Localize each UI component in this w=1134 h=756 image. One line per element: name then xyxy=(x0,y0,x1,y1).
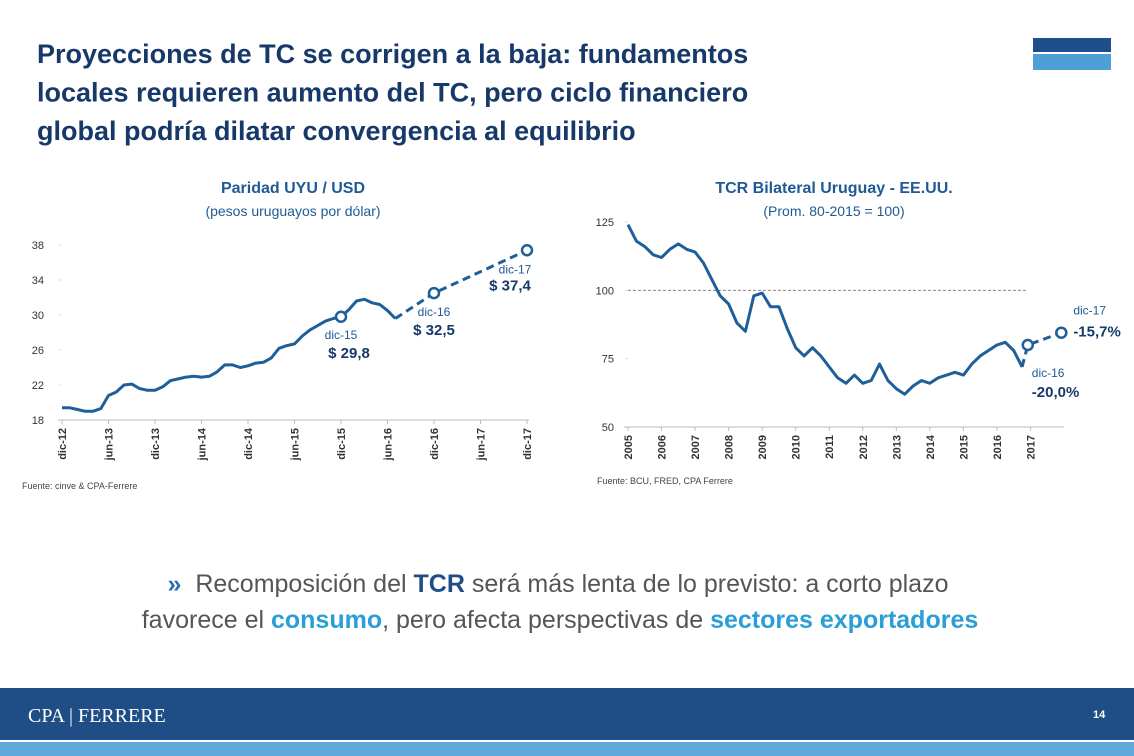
marker xyxy=(427,286,441,300)
x-tick-label: 2012 xyxy=(858,435,870,459)
source: Fuente: BCU, FRED, CPA Ferrere xyxy=(597,476,733,486)
marker xyxy=(334,310,348,323)
x-tick-label: 2008 xyxy=(724,435,736,459)
y-tick-label: 125 xyxy=(596,217,614,229)
x-tick-label: 2016 xyxy=(992,435,1004,459)
chart-title: Paridad UYU / USD xyxy=(221,180,365,197)
y-tick-label: 18 xyxy=(32,415,44,427)
x-tick-label: 2009 xyxy=(757,435,769,459)
y-tick-label: 34 xyxy=(32,275,44,287)
slide-title: locales requieren aumento del TC, pero c… xyxy=(37,78,748,108)
marker-label: dic-16 xyxy=(418,305,451,319)
x-tick-label: dic-15 xyxy=(336,428,348,460)
x-tick-label: jun-16 xyxy=(383,428,395,461)
x-tick-label: dic-16 xyxy=(429,428,441,460)
bullet-segment: Recomposición del xyxy=(195,570,413,598)
x-tick-label: jun-13 xyxy=(104,428,116,461)
x-tick-label: jun-15 xyxy=(290,428,302,461)
flag-top xyxy=(1033,38,1111,52)
footer-bar xyxy=(0,688,1134,740)
source: Fuente: cinve & CPA-Ferrere xyxy=(22,481,137,491)
bullet-gap xyxy=(181,570,195,598)
marker-label: dic-17 xyxy=(1073,304,1106,318)
bullet-line: » Recomposición del TCR será más lenta d… xyxy=(168,570,949,598)
footer-strip xyxy=(0,742,1134,756)
marker-value: -15,7% xyxy=(1073,324,1121,341)
x-tick-label: 2005 xyxy=(623,435,635,459)
x-tick-label: 2015 xyxy=(958,435,970,459)
bullet-segment: sectores exportadores xyxy=(710,606,978,634)
page-number: 14 xyxy=(1093,709,1106,721)
data-line xyxy=(626,224,1024,396)
marker-value: $ 32,5 xyxy=(413,322,455,339)
chart-subtitle: (pesos uruguayos por dólar) xyxy=(205,203,380,219)
x-tick-label: 2006 xyxy=(657,435,669,459)
marker-value: $ 29,8 xyxy=(328,345,370,362)
y-tick-label: 22 xyxy=(32,380,44,392)
marker-value: $ 37,4 xyxy=(489,277,531,294)
x-tick-label: 2017 xyxy=(1025,435,1037,459)
x-tick-label: jun-17 xyxy=(476,428,488,461)
x-tick-label: 2011 xyxy=(824,435,836,459)
marker xyxy=(1021,338,1035,352)
slide-title: Proyecciones de TC se corrigen a la baja… xyxy=(37,39,748,69)
y-tick-label: 26 xyxy=(32,345,44,357)
bullet-segment: favorece el xyxy=(142,606,271,634)
x-tick-label: dic-13 xyxy=(150,428,162,460)
projection-line xyxy=(1020,331,1062,368)
footer-brand: CPA | FERRERE xyxy=(28,705,166,727)
marker-value: -20,0% xyxy=(1032,384,1080,401)
x-tick-label: dic-12 xyxy=(57,428,69,460)
slide-title: global podría dilatar convergencia al eq… xyxy=(37,116,636,146)
x-tick-label: jun-14 xyxy=(197,427,209,461)
bullet-segment: será más lenta de lo previsto: a corto p… xyxy=(465,570,949,598)
chart-title: TCR Bilateral Uruguay - EE.UU. xyxy=(715,180,952,197)
marker-label: dic-15 xyxy=(325,328,358,342)
flag-bottom xyxy=(1033,54,1111,70)
y-tick-label: 50 xyxy=(602,422,614,434)
bullet-segment: consumo xyxy=(271,606,382,634)
x-tick-label: 2010 xyxy=(791,435,803,459)
marker-label: dic-16 xyxy=(1032,366,1065,380)
marker xyxy=(520,244,534,257)
bullet-segment: , pero afecta perspectivas de xyxy=(382,606,710,634)
bullet-segment: TCR xyxy=(414,570,465,598)
y-tick-label: 75 xyxy=(602,354,614,366)
bullet-line: favorece el consumo, pero afecta perspec… xyxy=(142,606,979,634)
x-tick-label: dic-14 xyxy=(243,427,255,460)
x-tick-label: 2013 xyxy=(891,435,903,459)
bullet-symbol: » xyxy=(168,570,182,598)
x-tick-label: 2007 xyxy=(690,435,702,459)
y-tick-label: 30 xyxy=(32,310,44,322)
marker-label: dic-17 xyxy=(499,262,532,276)
x-tick-label: 2014 xyxy=(925,434,937,459)
y-tick-label: 100 xyxy=(596,285,614,297)
marker xyxy=(1055,326,1068,339)
y-tick-label: 38 xyxy=(32,240,44,252)
chart-subtitle: (Prom. 80-2015 = 100) xyxy=(763,203,904,219)
x-tick-label: dic-17 xyxy=(522,428,534,460)
